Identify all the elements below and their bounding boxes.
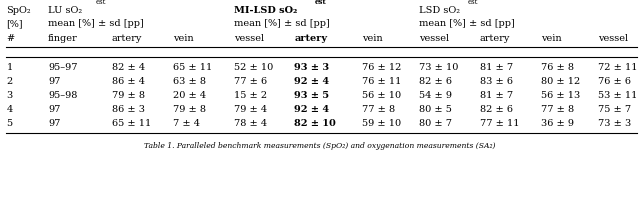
Text: SpO₂: SpO₂ (6, 6, 31, 15)
Text: mean [%] ± sd [pp]: mean [%] ± sd [pp] (419, 19, 515, 28)
Text: 79 ± 8: 79 ± 8 (112, 91, 145, 100)
Text: 65 ± 11: 65 ± 11 (173, 63, 212, 72)
Text: 77 ± 8: 77 ± 8 (362, 105, 395, 114)
Text: 77 ± 11: 77 ± 11 (480, 119, 520, 128)
Text: artery: artery (112, 34, 142, 43)
Text: 97: 97 (48, 119, 60, 128)
Text: vein: vein (541, 34, 561, 43)
Text: 95–97: 95–97 (48, 63, 77, 72)
Text: 77 ± 8: 77 ± 8 (541, 105, 574, 114)
Text: mean [%] ± sd [pp]: mean [%] ± sd [pp] (234, 19, 330, 28)
Text: 53 ± 11: 53 ± 11 (598, 91, 638, 100)
Text: mean [%] ± sd [pp]: mean [%] ± sd [pp] (48, 19, 144, 28)
Text: artery: artery (480, 34, 510, 43)
Text: 59 ± 10: 59 ± 10 (362, 119, 401, 128)
Text: 82 ± 6: 82 ± 6 (419, 77, 452, 86)
Text: 82 ± 6: 82 ± 6 (480, 105, 513, 114)
Text: 65 ± 11: 65 ± 11 (112, 119, 151, 128)
Text: vein: vein (173, 34, 193, 43)
Text: 80 ± 7: 80 ± 7 (419, 119, 452, 128)
Text: 92 ± 4: 92 ± 4 (294, 105, 330, 114)
Text: [%]: [%] (6, 19, 23, 28)
Text: 54 ± 9: 54 ± 9 (419, 91, 452, 100)
Text: 76 ± 11: 76 ± 11 (362, 77, 401, 86)
Text: 78 ± 4: 78 ± 4 (234, 119, 267, 128)
Text: 79 ± 4: 79 ± 4 (234, 105, 267, 114)
Text: 79 ± 8: 79 ± 8 (173, 105, 206, 114)
Text: 3: 3 (6, 91, 13, 100)
Text: 76 ± 8: 76 ± 8 (541, 63, 574, 72)
Text: 75 ± 7: 75 ± 7 (598, 105, 632, 114)
Text: #: # (6, 34, 15, 43)
Text: 56 ± 13: 56 ± 13 (541, 91, 580, 100)
Text: 73 ± 3: 73 ± 3 (598, 119, 632, 128)
Text: 56 ± 10: 56 ± 10 (362, 91, 401, 100)
Text: 83 ± 6: 83 ± 6 (480, 77, 513, 86)
Text: artery: artery (294, 34, 328, 43)
Text: 1: 1 (6, 63, 13, 72)
Text: 4: 4 (6, 105, 13, 114)
Text: 80 ± 5: 80 ± 5 (419, 105, 452, 114)
Text: 97: 97 (48, 105, 60, 114)
Text: 52 ± 10: 52 ± 10 (234, 63, 273, 72)
Text: 15 ± 2: 15 ± 2 (234, 91, 267, 100)
Text: 93 ± 5: 93 ± 5 (294, 91, 330, 100)
Text: 2: 2 (6, 77, 13, 86)
Text: 76 ± 12: 76 ± 12 (362, 63, 401, 72)
Text: 5: 5 (6, 119, 13, 128)
Text: 97: 97 (48, 77, 60, 86)
Text: est: est (315, 0, 326, 6)
Text: 77 ± 6: 77 ± 6 (234, 77, 267, 86)
Text: 82 ± 4: 82 ± 4 (112, 63, 145, 72)
Text: 95–98: 95–98 (48, 91, 77, 100)
Text: 80 ± 12: 80 ± 12 (541, 77, 580, 86)
Text: finger: finger (48, 34, 77, 43)
Text: 76 ± 6: 76 ± 6 (598, 77, 632, 86)
Text: 81 ± 7: 81 ± 7 (480, 91, 513, 100)
Text: 81 ± 7: 81 ± 7 (480, 63, 513, 72)
Text: vein: vein (362, 34, 382, 43)
Text: 92 ± 4: 92 ± 4 (294, 77, 330, 86)
Text: 20 ± 4: 20 ± 4 (173, 91, 206, 100)
Text: 82 ± 10: 82 ± 10 (294, 119, 336, 128)
Text: 86 ± 4: 86 ± 4 (112, 77, 145, 86)
Text: Table 1. Paralleled benchmark measurements (SpO₂) and oxygenation measurements (: Table 1. Paralleled benchmark measuremen… (144, 142, 496, 150)
Text: vessel: vessel (598, 34, 628, 43)
Text: 93 ± 3: 93 ± 3 (294, 63, 330, 72)
Text: MI-LSD sO₂: MI-LSD sO₂ (234, 6, 297, 15)
Text: vessel: vessel (234, 34, 264, 43)
Text: vessel: vessel (419, 34, 449, 43)
Text: 36 ± 9: 36 ± 9 (541, 119, 574, 128)
Text: est: est (467, 0, 477, 6)
Text: 72 ± 11: 72 ± 11 (598, 63, 638, 72)
Text: 73 ± 10: 73 ± 10 (419, 63, 459, 72)
Text: est: est (96, 0, 106, 6)
Text: 7 ± 4: 7 ± 4 (173, 119, 200, 128)
Text: LU sO₂: LU sO₂ (48, 6, 82, 15)
Text: 63 ± 8: 63 ± 8 (173, 77, 206, 86)
Text: LSD sO₂: LSD sO₂ (419, 6, 460, 15)
Text: 86 ± 3: 86 ± 3 (112, 105, 145, 114)
